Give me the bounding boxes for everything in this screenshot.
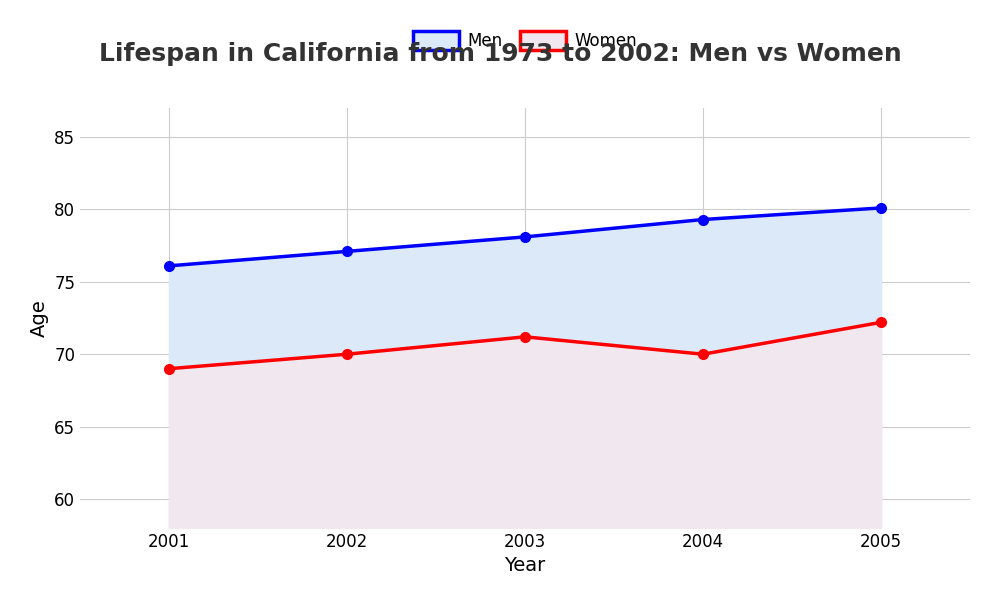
X-axis label: Year: Year: [504, 556, 546, 575]
Text: Lifespan in California from 1973 to 2002: Men vs Women: Lifespan in California from 1973 to 2002…: [99, 42, 901, 66]
Legend: Men, Women: Men, Women: [406, 24, 644, 56]
Y-axis label: Age: Age: [30, 299, 49, 337]
